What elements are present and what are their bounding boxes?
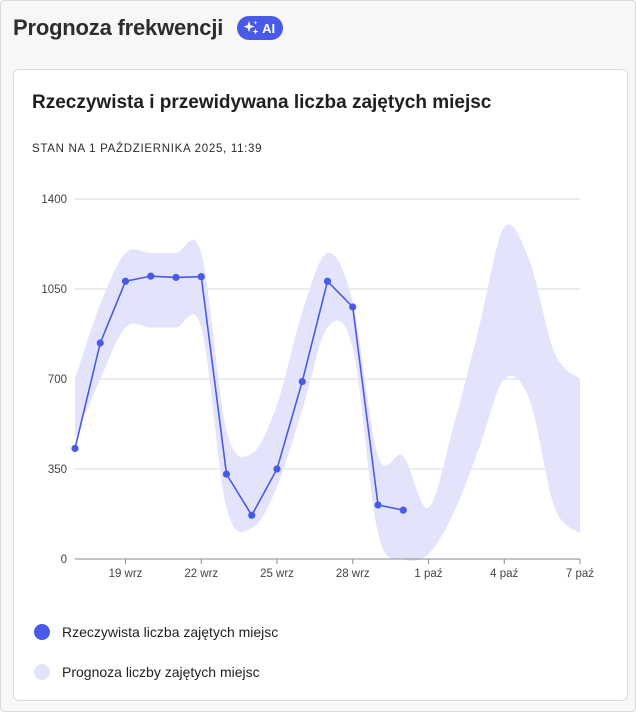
x-tick-label: 1 paź (414, 568, 442, 580)
chart-title: Rzeczywista i przewidywana liczba zajęty… (32, 92, 492, 113)
actual-point (273, 465, 281, 473)
ai-badge-label: AI (262, 20, 276, 36)
x-tick-label: 22 wrz (184, 568, 218, 580)
actual-point (399, 506, 407, 514)
page-title: Prognoza frekwencji (13, 15, 224, 40)
y-tick-label: 700 (48, 374, 67, 386)
sparkle-icon (243, 20, 259, 35)
legend-swatch-forecast (34, 664, 50, 680)
actual-point (71, 444, 79, 453)
panel-header: Prognoza frekwencji AI (13, 15, 284, 41)
actual-point (323, 277, 332, 285)
actual-point (197, 273, 205, 281)
legend-item-forecast[interactable]: Prognoza liczby zajętych miejsc (34, 662, 278, 682)
as-of-timestamp: STAN NA 1 PAŹDZIERNIKA 2025, 11:39 (32, 143, 263, 155)
legend-label-forecast: Prognoza liczby zajętych miejsc (62, 664, 260, 680)
actual-point (349, 303, 357, 311)
actual-point (172, 273, 180, 282)
actual-point (222, 470, 231, 478)
forecast-band (75, 224, 580, 561)
y-tick-label: 1050 (41, 284, 67, 296)
x-tick-label: 19 wrz (109, 568, 143, 580)
y-tick-label: 1400 (41, 194, 67, 206)
legend-item-actual[interactable]: Rzeczywista liczba zajętych miejsc (34, 622, 278, 642)
actual-line (74, 275, 404, 517)
y-tick-label: 0 (61, 554, 67, 566)
actual-point (121, 277, 130, 285)
legend-swatch-actual (34, 624, 50, 640)
actual-point (248, 511, 256, 519)
x-tick-label: 4 paź (490, 568, 518, 580)
y-tick-label: 350 (48, 464, 67, 476)
legend-label-actual: Rzeczywista liczba zajętych miejsc (62, 624, 279, 640)
chart-legend: Rzeczywista liczba zajętych miejsc Progn… (34, 622, 278, 702)
actual-point (298, 377, 306, 386)
occupancy-chart: 0 350 700 1050 1400 19 wrz 22 wrz 25 wrz 28 wrz 1… (41, 194, 594, 580)
ai-badge[interactable]: AI (237, 16, 284, 40)
x-tick-label: 25 wrz (260, 568, 294, 580)
actual-point (147, 272, 155, 280)
actual-point (96, 339, 104, 347)
x-tick-label: 7 paź (566, 568, 594, 580)
occupancy-chart-card: Rzeczywista i przewidywana liczba zajęty… (13, 69, 628, 701)
actual-point (374, 501, 382, 509)
x-tick-label: 28 wrz (336, 568, 370, 580)
